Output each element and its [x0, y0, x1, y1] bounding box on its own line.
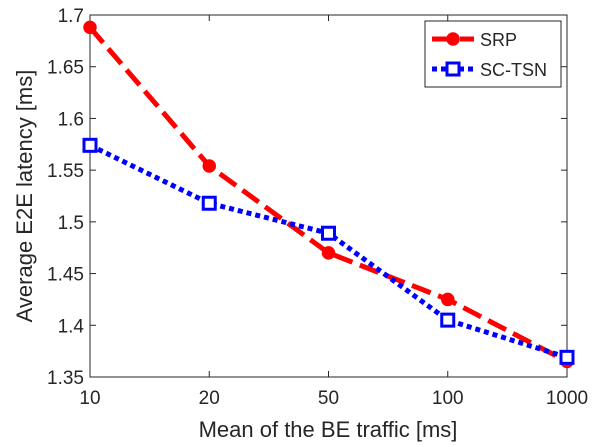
series-line-srp — [88, 25, 569, 364]
y-tick-label: 1.55 — [47, 161, 84, 182]
x-tick-label: 10 — [79, 388, 100, 409]
data-point-sc-tsn — [559, 349, 575, 365]
legend-item-sc-tsn: SC-TSN — [432, 60, 547, 80]
y-tick-label: 1.7 — [58, 6, 84, 27]
y-tick-label: 1.4 — [58, 316, 85, 337]
legend-swatch-marker — [446, 32, 460, 46]
data-point-srp — [321, 246, 336, 260]
legend-items: SRP SC-TSN — [432, 30, 547, 80]
legend-swatch-marker — [445, 61, 461, 77]
data-point-srp — [202, 159, 216, 173]
x-tick-label: 50 — [318, 388, 339, 409]
data-point-sc-tsn — [321, 225, 336, 241]
x-tick-label: 100 — [432, 388, 464, 409]
x-tick-label: 20 — [199, 388, 220, 409]
y-axis-label: Average E2E latency [ms] — [12, 70, 37, 323]
series-layer — [82, 20, 575, 369]
data-point-srp — [441, 292, 455, 307]
x-axis-label: Mean of the BE traffic [ms] — [199, 417, 458, 442]
y-tick-label: 1.5 — [58, 213, 84, 234]
legend: SRP SC-TSN — [424, 20, 562, 88]
x-tick-label: 1000 — [546, 388, 588, 409]
y-tick-label: 1.45 — [47, 265, 84, 286]
data-point-sc-tsn — [440, 312, 456, 328]
y-tick-label: 1.6 — [58, 109, 84, 130]
y-tick-label: 1.65 — [47, 58, 84, 79]
legend-item-srp: SRP — [432, 30, 517, 50]
data-point-sc-tsn — [82, 137, 98, 153]
series-sc-tsn — [82, 137, 575, 365]
data-point-srp — [83, 20, 97, 35]
legend-label: SC-TSN — [480, 60, 547, 80]
y-axis-ticks: 1.35 1.4 1.45 1.5 1.55 1.6 1.65 1.7 — [47, 6, 567, 389]
legend-label: SRP — [480, 30, 517, 50]
y-tick-label: 1.35 — [47, 368, 84, 389]
x-axis-ticks: 10 20 50 100 1000 — [79, 15, 588, 409]
data-point-sc-tsn — [201, 195, 217, 211]
